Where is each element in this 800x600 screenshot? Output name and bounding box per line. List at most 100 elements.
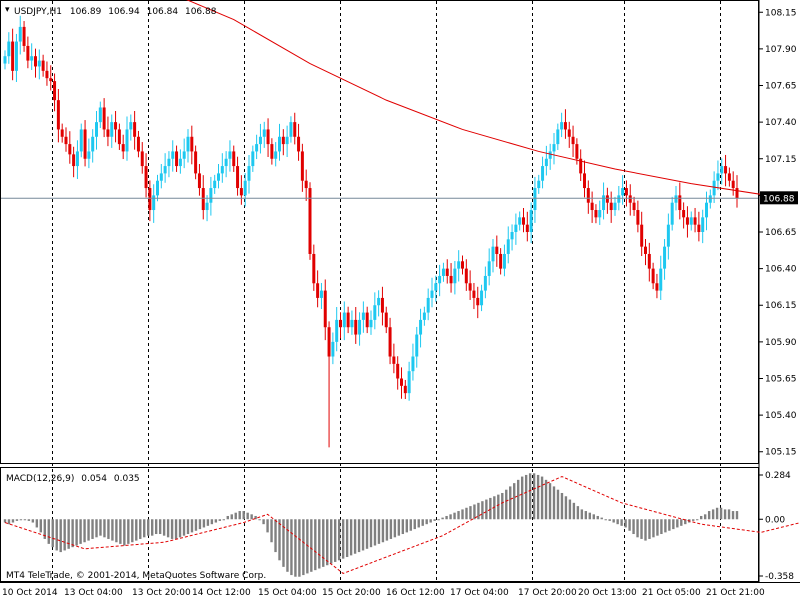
macd-bar	[381, 519, 385, 543]
candle	[727, 167, 731, 187]
candle	[529, 202, 533, 244]
macd-bar	[222, 519, 226, 521]
macd-bar	[715, 507, 719, 520]
candle	[167, 151, 171, 178]
macd-histogram	[3, 473, 739, 577]
macd-bar	[604, 519, 607, 521]
macd-bar	[333, 519, 337, 562]
candle	[613, 196, 617, 216]
macd-bar	[532, 473, 536, 520]
candle	[175, 145, 179, 172]
macd-bar	[59, 519, 62, 553]
candle	[533, 176, 537, 223]
candle	[255, 134, 259, 160]
macd-tick-label: 0.00	[765, 515, 785, 525]
candle	[586, 180, 590, 214]
time-tick-label: 10 Oct 2014	[2, 588, 58, 598]
candle	[548, 143, 552, 170]
macd-bar	[242, 511, 245, 520]
macd-bar	[632, 519, 635, 535]
current-price-label: 106.88	[763, 194, 795, 204]
macd-bar	[616, 519, 619, 525]
candle	[64, 127, 68, 152]
candle	[346, 306, 350, 334]
macd-bar	[353, 519, 357, 554]
candle	[400, 367, 403, 399]
macd-bar	[644, 519, 647, 541]
macd-bar	[656, 519, 659, 536]
candle	[480, 284, 484, 312]
macd-bar	[612, 519, 615, 523]
macd-bar	[206, 519, 210, 526]
price-tick-label: 106.40	[765, 265, 797, 275]
time-tick-label: 13 Oct 20:00	[132, 588, 191, 598]
price-tick-label: 105.65	[765, 374, 797, 384]
candle	[312, 244, 316, 291]
macd-bar	[306, 519, 309, 574]
time-tick-label: 15 Oct 20:00	[322, 588, 381, 598]
macd-bar	[660, 519, 663, 535]
candle	[457, 250, 461, 282]
candle	[201, 175, 205, 220]
candle	[262, 121, 266, 148]
macd-bar	[413, 519, 416, 530]
candle	[125, 116, 129, 161]
macd-bar	[361, 519, 365, 551]
dropdown-arrow-icon[interactable]: ▾	[5, 5, 10, 15]
macd-bar	[417, 519, 420, 528]
candle	[579, 149, 583, 182]
candle	[685, 206, 689, 238]
macd-bar	[154, 519, 158, 535]
candle	[232, 145, 236, 172]
candle	[602, 182, 606, 220]
moving-average-line	[186, 0, 795, 199]
candle	[205, 195, 209, 222]
macd-bar	[103, 519, 106, 538]
macd-bar	[636, 519, 639, 538]
macd-bar	[15, 519, 19, 521]
macd-bar	[684, 519, 687, 525]
macd-bar	[405, 519, 409, 533]
macd-bar	[449, 514, 452, 520]
candle	[53, 73, 57, 112]
macd-bar	[198, 519, 202, 530]
candle	[224, 151, 228, 178]
macd-bar	[672, 519, 675, 530]
candle	[731, 171, 735, 196]
macd-tick-label: 0.284	[765, 471, 791, 481]
candle	[75, 140, 79, 179]
macd-bar	[401, 519, 405, 535]
macd-bar	[393, 519, 397, 538]
candle	[121, 134, 125, 160]
macd-bar	[592, 514, 595, 520]
candle	[22, 21, 26, 52]
candle	[190, 125, 194, 165]
macd-bar	[218, 519, 222, 521]
candle	[659, 255, 663, 300]
candle	[60, 123, 64, 143]
candle	[152, 184, 156, 223]
candle	[518, 211, 522, 231]
macd-bar	[735, 511, 739, 520]
time-tick-label: 20 Oct 13:00	[578, 588, 637, 598]
candle	[369, 310, 373, 335]
macd-bar	[186, 519, 190, 535]
candle	[3, 50, 7, 70]
candle	[525, 211, 529, 242]
macd-bar	[135, 519, 138, 541]
candle	[144, 153, 148, 198]
time-tick-label: 13 Oct 04:00	[64, 588, 123, 598]
macd-bar	[540, 476, 544, 520]
candle	[430, 277, 434, 308]
macd-bar	[596, 515, 599, 520]
macd-bar	[182, 519, 186, 536]
candle	[560, 112, 564, 138]
candle	[514, 213, 518, 245]
macd-bar	[190, 519, 194, 533]
candle	[640, 211, 644, 257]
macd-bar	[377, 519, 381, 544]
price-tick-label: 106.15	[765, 301, 797, 311]
candle	[274, 142, 278, 167]
candle	[655, 273, 659, 299]
